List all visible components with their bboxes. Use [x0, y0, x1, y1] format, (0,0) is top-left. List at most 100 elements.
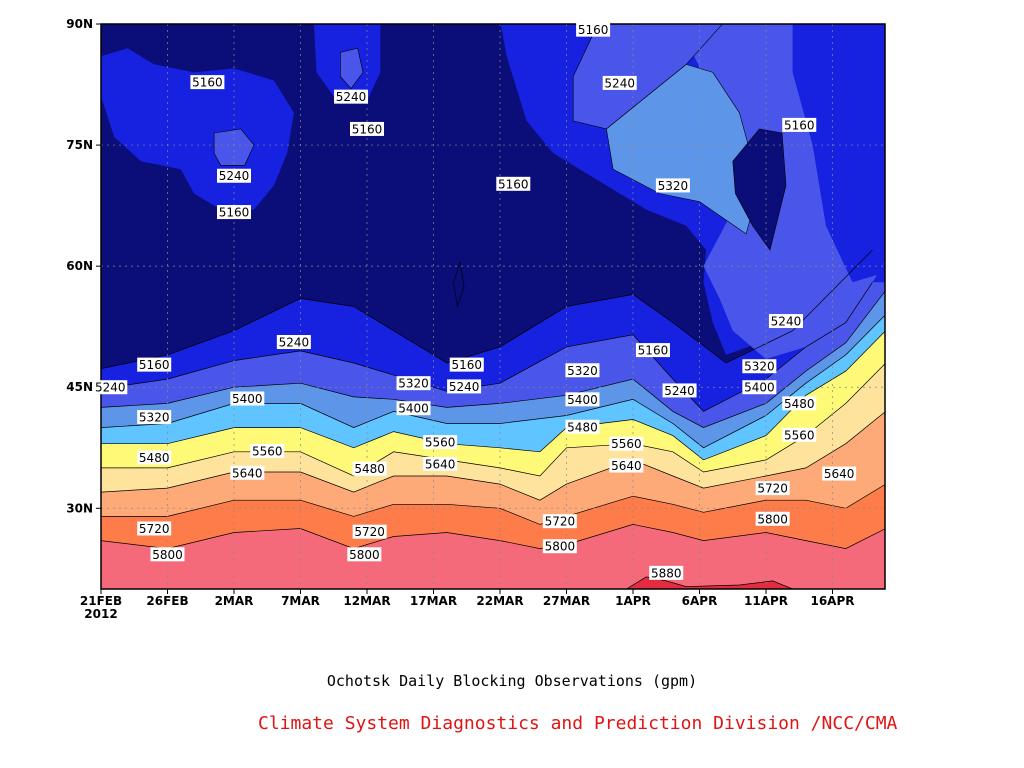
contour-line-5480 — [101, 330, 885, 461]
contour-label: 5560 — [423, 435, 458, 450]
contour-label: 5160 — [576, 22, 611, 37]
y-tick-label: 75N — [66, 138, 93, 152]
x-tick-label: 26FEB — [146, 594, 188, 608]
contour-label-box — [782, 117, 817, 132]
y-tick-label: 45N — [66, 380, 93, 394]
contour-label-box — [137, 450, 172, 465]
contour-label-value: 5480 — [784, 397, 815, 411]
contour-label-box — [755, 481, 790, 496]
contour-label-box — [250, 443, 285, 458]
contour-label: 5320 — [137, 410, 172, 425]
contour-label: 5320 — [396, 376, 431, 391]
contour-label-box — [352, 461, 387, 476]
contour-label-box — [449, 357, 484, 372]
contour-label-box — [276, 335, 311, 350]
credit-line: Climate System Diagnostics and Predictio… — [258, 713, 898, 734]
contour-label-value: 5560 — [784, 428, 815, 442]
contour-label-value: 5400 — [567, 393, 598, 407]
closed-contour-5240-0 — [213, 128, 255, 166]
plot-area — [101, 24, 885, 589]
contour-label: 5160 — [496, 176, 531, 191]
contour-label-value: 5400 — [744, 381, 775, 395]
contour-line-5240 — [101, 282, 873, 412]
contour-label-value: 5240 — [95, 381, 126, 395]
contour-label-value: 5640 — [425, 457, 456, 471]
contour-label-box — [352, 524, 387, 539]
contour-label-box — [496, 176, 531, 191]
contour-label-value: 5160 — [352, 122, 383, 136]
band-above-5880 — [626, 576, 793, 589]
contour-label: 5640 — [423, 456, 458, 471]
contour-label-box — [347, 547, 382, 562]
closed-contour-5240-5 — [572, 24, 723, 130]
contour-label-box — [542, 539, 577, 554]
contour-label-value: 5800 — [545, 540, 576, 554]
contour-label: 5160 — [350, 121, 384, 136]
contour-label: 5880 — [649, 565, 684, 580]
contour-label-value: 5240 — [279, 336, 310, 350]
contour-label-box — [447, 379, 482, 394]
contour-label-box — [190, 75, 225, 90]
contour-label-box — [609, 458, 644, 473]
y-tick-label: 60N — [66, 259, 93, 273]
contour-label-box — [230, 465, 265, 480]
contour-label: 5800 — [542, 539, 577, 554]
contour-label-value: 5640 — [824, 467, 855, 481]
contour-label-box — [662, 383, 697, 398]
contour-label: 5240 — [217, 168, 251, 183]
contour-label: 5720 — [352, 524, 387, 539]
contour-label-box — [755, 511, 790, 526]
contour-label-box — [137, 357, 172, 372]
contour-label: 5560 — [782, 427, 817, 442]
contour-label-value: 5800 — [757, 512, 788, 526]
contour-label: 5400 — [396, 401, 431, 416]
contour-label: 5480 — [565, 419, 600, 434]
band-above-5800 — [101, 524, 885, 589]
contour-label-value: 5160 — [578, 23, 609, 37]
contour-label-value: 5800 — [349, 548, 380, 562]
contour-label: 5640 — [822, 466, 857, 481]
contour-label-box — [602, 75, 637, 90]
contour-label: 5400 — [565, 392, 600, 407]
x-tick-label: 12MAR — [343, 594, 390, 608]
contour-line-5880 — [626, 576, 793, 589]
contour-label-box — [93, 380, 128, 395]
contour-label-value: 5560 — [252, 444, 283, 458]
band-5160-5240-northeast — [792, 24, 885, 283]
contour-label-box — [649, 565, 684, 580]
contour-label-value: 5160 — [139, 358, 170, 372]
x-year-label: 2012 — [84, 607, 117, 621]
contour-line-5160 — [101, 249, 873, 370]
contour-label-box — [576, 22, 611, 37]
contour-label: 5240 — [276, 335, 311, 350]
contour-label: 5560 — [609, 436, 644, 451]
contour-label-value: 5560 — [611, 437, 642, 451]
contour-label-value: 5160 — [784, 118, 815, 132]
contour-label: 5240 — [768, 314, 803, 329]
contour-label-box — [635, 343, 670, 358]
contour-label: 5720 — [542, 514, 577, 529]
contour-label-box — [137, 521, 172, 536]
contour-label-box — [565, 419, 600, 434]
contour-label: 5160 — [782, 117, 817, 132]
contour-label-box — [782, 427, 817, 442]
contour-label-value: 5320 — [658, 179, 689, 193]
contour-label-value: 5160 — [219, 206, 250, 220]
contour-label: 5240 — [602, 75, 637, 90]
contour-label-box — [217, 168, 251, 183]
contour-label-value: 5320 — [139, 411, 170, 425]
contour-label-box — [350, 121, 384, 136]
contour-label-value: 5160 — [192, 76, 223, 90]
axes: 21FEB 26FEB 2MAR 7MAR 12MAR 17MAR 22MAR 27MAR 1A… — [66, 17, 886, 621]
contour-label-value: 5240 — [449, 380, 480, 394]
contour-label: 5160 — [217, 205, 251, 220]
y-tick-label: 30N — [66, 501, 93, 515]
x-tick-label: 22MAR — [476, 594, 523, 608]
contour-label: 5400 — [742, 380, 777, 395]
contour-line-5640 — [101, 411, 885, 501]
contour-label-value: 5160 — [498, 177, 529, 191]
contour-label-value: 5160 — [638, 344, 669, 358]
contour-label: 5720 — [137, 521, 172, 536]
contour-label: 5480 — [352, 461, 387, 476]
